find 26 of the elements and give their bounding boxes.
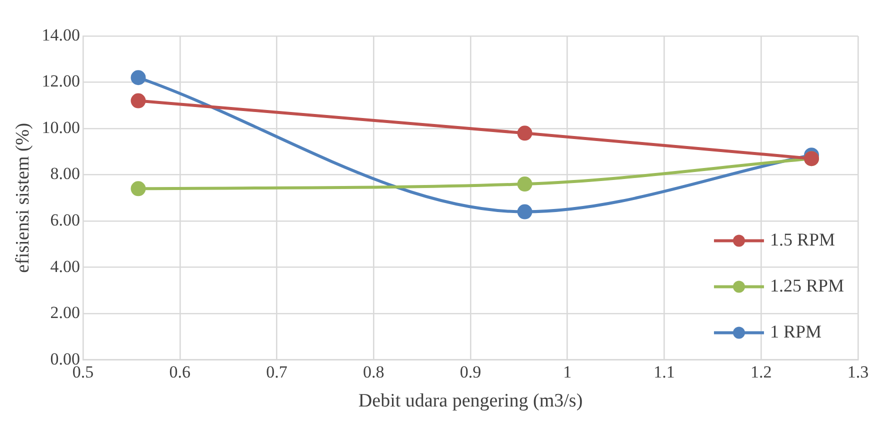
y-tick-label: 4.00: [50, 256, 80, 276]
point: [517, 126, 532, 141]
x-tick-label: 1.1: [654, 362, 675, 382]
y-tick-label: 2.00: [50, 303, 80, 322]
x-tick-label: 1.3: [847, 362, 869, 382]
y-tick-label: 6.00: [50, 210, 80, 230]
x-tick-label: 1.2: [750, 362, 772, 382]
point: [130, 181, 146, 196]
legend-label: 1.25 RPM: [770, 276, 844, 296]
y-axis-title: efisiensi sistem (%): [12, 122, 34, 273]
point: [517, 176, 532, 192]
x-tick-label: 0.8: [363, 362, 384, 382]
x-tick-label: 0.9: [460, 362, 482, 382]
legend-label: 1 RPM: [770, 322, 822, 342]
x-tick-label: 0.7: [266, 362, 288, 382]
x-tick-label: 1: [563, 362, 572, 382]
y-tick-label: 8.00: [50, 164, 80, 184]
y-tick-label: 14.00: [42, 25, 80, 44]
point: [130, 93, 146, 108]
x-axis-title: Debit udara pengering (m3/s): [358, 390, 583, 412]
point: [517, 204, 532, 220]
x-tick-label: 0.6: [169, 362, 191, 382]
y-tick-label: 10.00: [42, 118, 80, 137]
point: [130, 70, 146, 86]
legend-label: 1.5 RPM: [770, 230, 836, 250]
y-tick-label: 12.00: [42, 72, 80, 91]
